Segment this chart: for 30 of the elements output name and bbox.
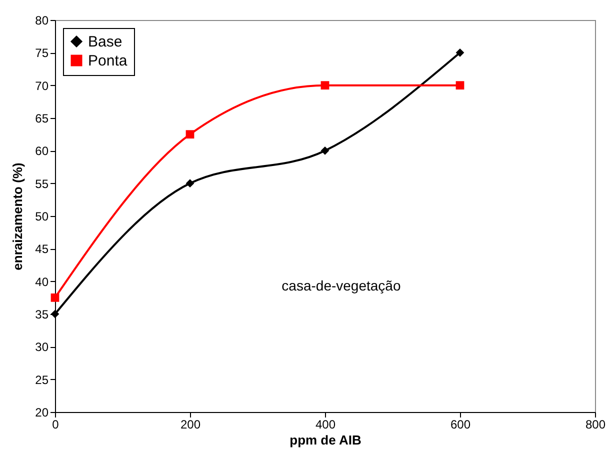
point xyxy=(186,130,194,139)
legend-label: Base xyxy=(88,34,122,50)
y-tick-label: 75 xyxy=(35,46,49,60)
y-tick-label: 20 xyxy=(35,406,49,420)
point xyxy=(320,81,330,90)
y-tick-label: 80 xyxy=(35,14,49,28)
legend-label: Ponta xyxy=(88,52,128,70)
point xyxy=(50,293,60,302)
x-tick-label: 600 xyxy=(450,418,471,432)
x-tick-label: 0 xyxy=(52,418,60,432)
x-tick-label: 200 xyxy=(180,418,201,432)
point xyxy=(456,81,464,90)
y-tick-label: 65 xyxy=(35,112,49,126)
y-tick-label: 25 xyxy=(35,372,49,387)
point xyxy=(320,146,330,155)
y-tick-label: 60 xyxy=(35,144,49,158)
y-tick-label: 50 xyxy=(35,210,49,224)
y-tick-label: 55 xyxy=(35,176,49,191)
y-tick-label: 40 xyxy=(35,274,49,289)
x-tick-label: 400 xyxy=(315,418,336,432)
point xyxy=(186,179,194,188)
point xyxy=(456,48,464,57)
y-tick-label: 45 xyxy=(35,242,49,256)
x-tick-label: 800 xyxy=(585,418,606,432)
annotation: casa-de-vegetação xyxy=(282,278,401,294)
y-tick-label: 30 xyxy=(35,340,49,354)
x-axis-title: ppm de AIB xyxy=(290,432,362,448)
y-tick-label: 70 xyxy=(35,78,49,93)
y-axis-title: enraizamento (%) xyxy=(10,162,26,270)
y-tick-label: 35 xyxy=(35,308,49,322)
